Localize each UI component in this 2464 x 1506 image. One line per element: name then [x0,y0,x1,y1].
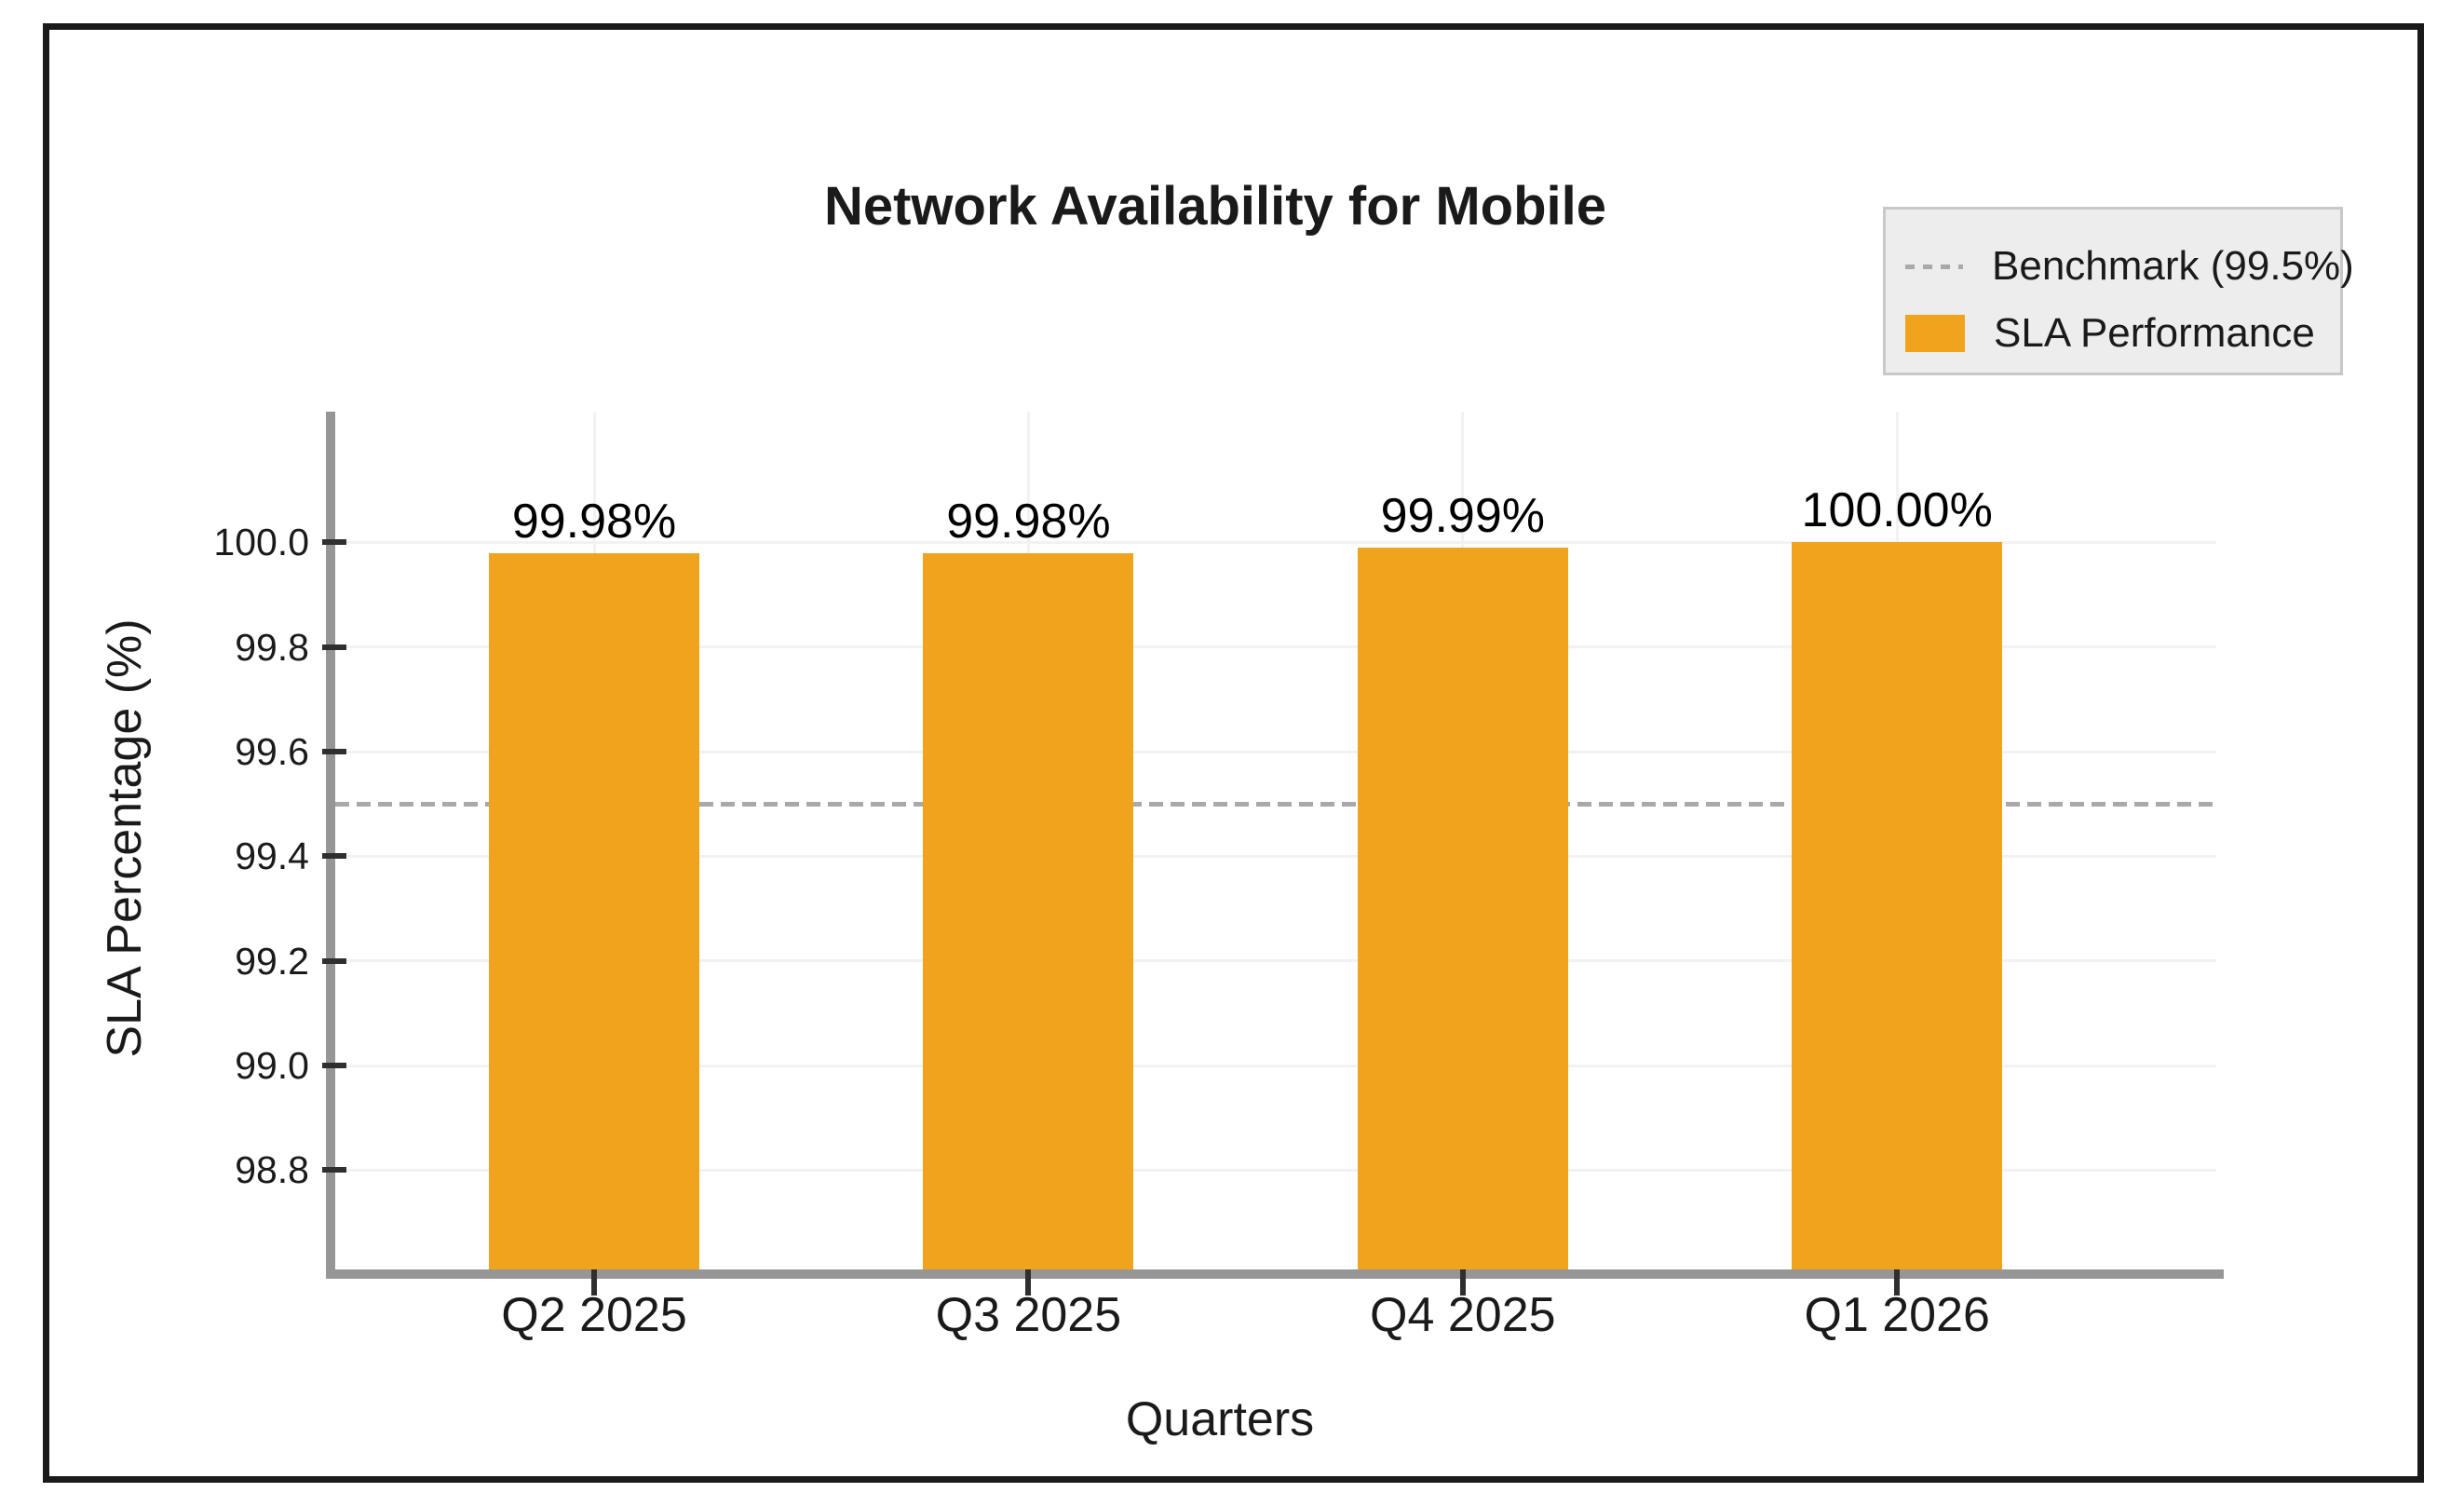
benchmark-line [335,801,2216,807]
y-tick-label: 98.8 [235,1148,309,1192]
y-tick-label: 99.0 [235,1044,309,1087]
bar [1357,548,1568,1269]
bar-swatch-icon [1905,315,1965,352]
gridline-horizontal [335,854,2216,858]
chart-title: Network Availability for Mobile [823,176,1607,237]
dashed-line-icon [1905,264,1963,269]
x-tick-mark [1894,1269,1901,1296]
y-tick-mark [322,539,346,546]
bar [489,552,699,1269]
x-tick-label: Q4 2025 [1370,1288,1556,1342]
bar [923,552,1134,1269]
x-tick-mark [591,1269,597,1296]
gridline-horizontal [335,645,2216,649]
x-tick-mark [1025,1269,1032,1296]
bar-value-label: 99.98% [511,494,677,549]
bar-value-label: 99.99% [1380,489,1545,543]
legend-label-benchmark: Benchmark (99.5%) [1992,243,2354,289]
bar-value-label: 100.00% [1801,483,1993,538]
gridline-horizontal [335,959,2216,963]
y-tick-mark [322,957,346,964]
y-tick-mark [322,644,346,650]
x-axis-line [326,1269,2224,1279]
y-tick-label: 99.6 [235,730,309,773]
x-tick-mark [1459,1269,1466,1296]
y-tick-label: 99.4 [235,834,309,878]
y-tick-mark [322,853,346,860]
x-tick-label: Q3 2025 [935,1288,1122,1342]
legend-item-sla-performance: SLA Performance [1905,307,2315,360]
y-tick-mark [322,1063,346,1068]
legend-item-benchmark: Benchmark (99.5%) [1905,240,2354,292]
bar [1792,542,2003,1269]
y-tick-label: 99.8 [235,625,309,669]
y-axis-line [326,412,335,1279]
legend-box: Benchmark (99.5%) SLA Performance [1883,207,2354,375]
x-axis-title: Quarters [1125,1392,1315,1446]
y-tick-mark [322,749,346,754]
gridline-horizontal [335,750,2216,753]
x-tick-label: Q2 2025 [501,1288,687,1342]
gridline-horizontal [335,1168,2216,1172]
y-tick-label: 99.2 [235,939,309,983]
bar-value-label: 99.98% [946,494,1111,549]
x-tick-label: Q1 2026 [1804,1288,1990,1342]
gridline-horizontal [335,540,2216,544]
y-tick-mark [322,1167,346,1174]
legend-label-sla-performance: SLA Performance [1994,310,2315,356]
y-tick-label: 100.0 [213,521,309,564]
gridline-horizontal [335,1064,2216,1067]
